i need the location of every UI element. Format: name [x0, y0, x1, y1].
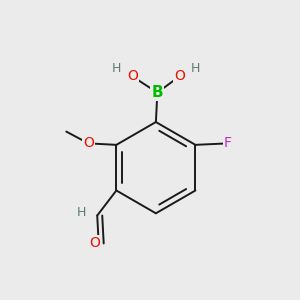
Text: O: O — [83, 136, 94, 150]
Text: O: O — [174, 69, 185, 83]
Text: F: F — [224, 136, 232, 150]
Text: O: O — [127, 69, 138, 83]
Text: H: H — [191, 61, 200, 75]
Text: H: H — [112, 61, 121, 75]
Text: O: O — [89, 236, 100, 250]
Text: B: B — [152, 85, 163, 100]
Text: H: H — [77, 206, 87, 219]
